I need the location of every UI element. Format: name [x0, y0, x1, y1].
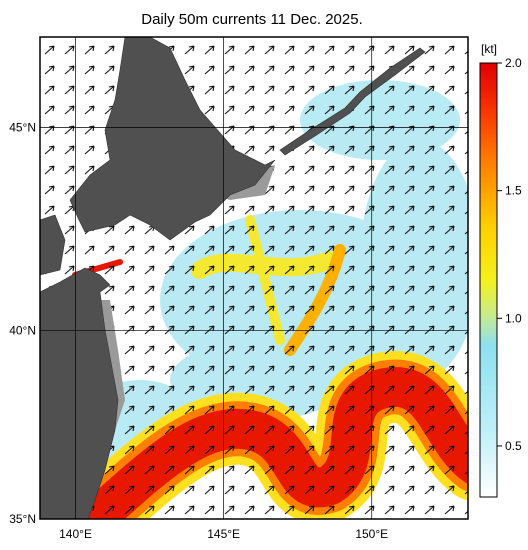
- lat-tick-label: 35°N: [9, 512, 36, 526]
- colorbar-unit: [kt]: [481, 42, 497, 56]
- title: Daily 50m currents 11 Dec. 2025.: [141, 11, 363, 28]
- lon-tick-label: 145°E: [207, 527, 240, 541]
- lat-tick-label: 40°N: [9, 323, 36, 337]
- colorbar-tick-label: 0.5: [505, 439, 522, 453]
- colorbar-tick-label: 2.0: [505, 56, 522, 70]
- lon-tick-label: 150°E: [355, 527, 388, 541]
- colorbar: [479, 62, 498, 498]
- lat-tick-label: 45°N: [9, 120, 36, 134]
- map-area: [40, 37, 468, 519]
- lon-tick-label: 140°E: [59, 527, 92, 541]
- colorbar-tick-label: 1.0: [505, 311, 522, 325]
- map-frame: [39, 36, 469, 520]
- colorbar-tick-label: 1.5: [505, 184, 522, 198]
